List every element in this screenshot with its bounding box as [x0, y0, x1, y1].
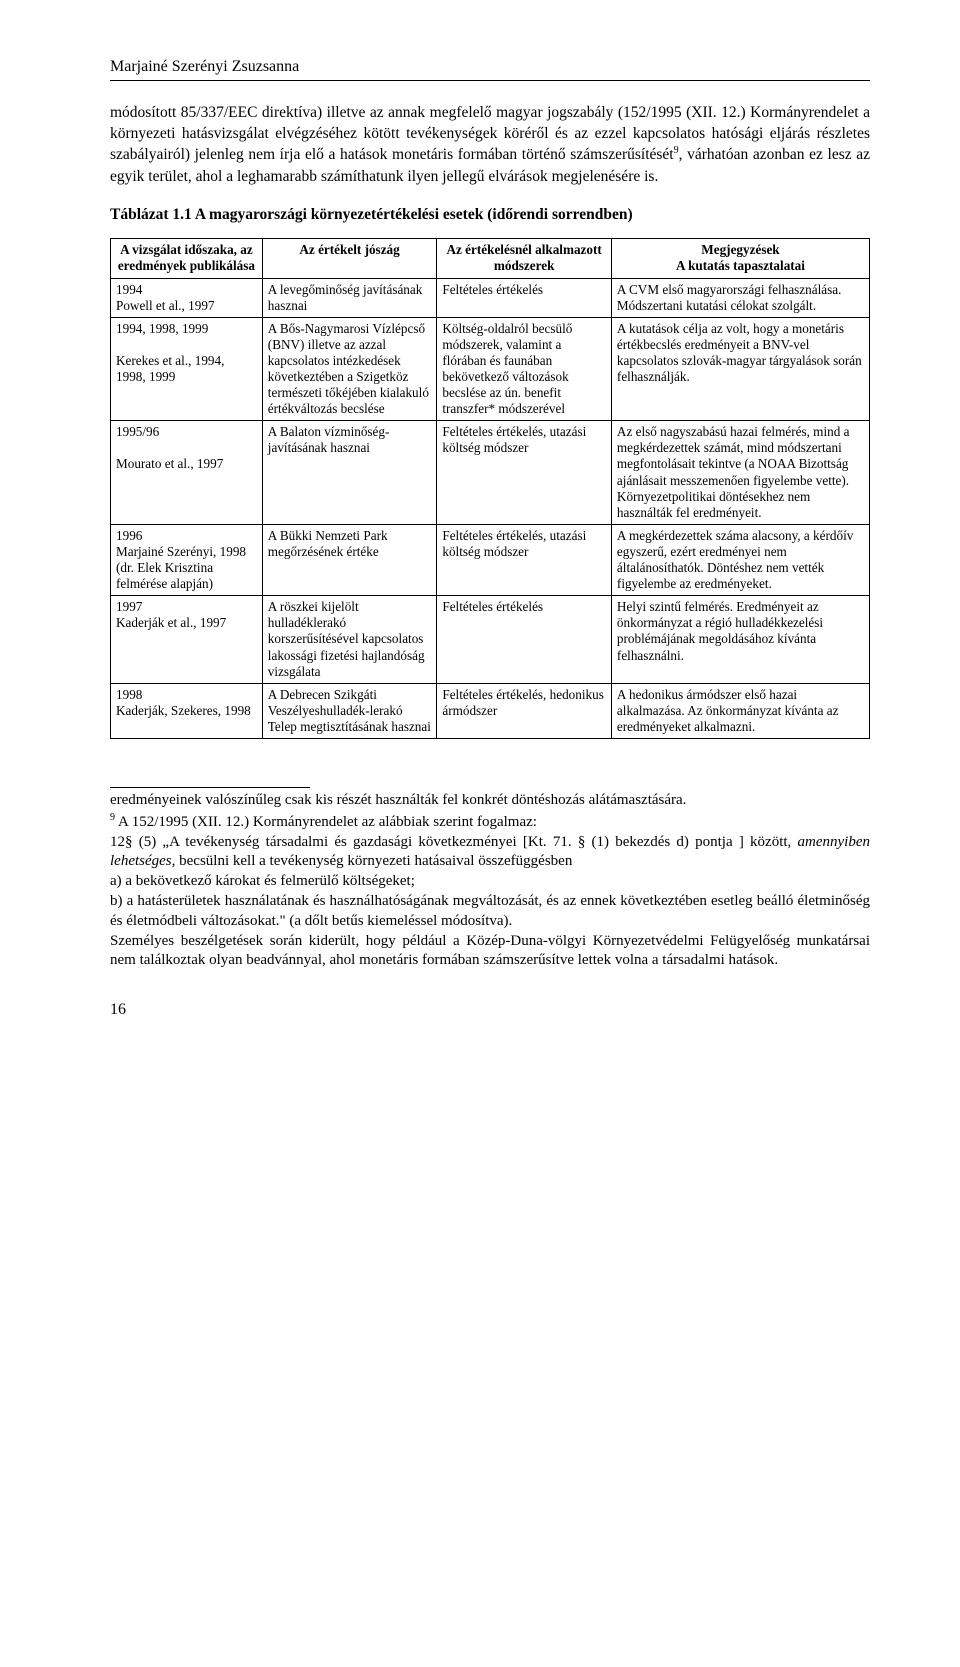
table-body: 1994 Powell et al., 1997A levegőminőség … [111, 278, 870, 738]
table-row: 1998 Kaderják, Szekeres, 1998A Debrecen … [111, 683, 870, 738]
intro-paragraphs: módosított 85/337/EEC direktíva) illetve… [110, 103, 870, 188]
footnote-line: Személyes beszélgetések során kiderült, … [110, 932, 870, 972]
footnote-line: b) a hatásterületek használatának és has… [110, 892, 870, 932]
intro-paragraph-1: módosított 85/337/EEC direktíva) illetve… [110, 103, 870, 188]
table-cell: A CVM első magyarországi felhasználása. … [611, 278, 869, 317]
footnote-rule [110, 787, 310, 788]
table-cell: A levegőminőség javításának hasznai [262, 278, 437, 317]
table-cell: 1997 Kaderják et al., 1997 [111, 596, 263, 683]
footnote-line: 12§ (5) „A tevékenység társadalmi és gaz… [110, 833, 870, 873]
table-cell: A Balaton vízminőség-javításának hasznai [262, 421, 437, 525]
table-cell: Helyi szintű felmérés. Eredményeit az ön… [611, 596, 869, 683]
table-header-row: A vizsgálat időszaka, az eredmények publ… [111, 239, 870, 278]
table-cell: Feltételes értékelés [437, 278, 612, 317]
table-cell: A hedonikus ármódszer első hazai alkalma… [611, 683, 869, 738]
table-cell: A Bős-Nagymarosi Vízlépcső (BNV) illetve… [262, 317, 437, 421]
table-row: 1994 Powell et al., 1997A levegőminőség … [111, 278, 870, 317]
th-method: Az értékelésnél alkalmazott módszerek [437, 239, 612, 278]
table-cell: 1994, 1998, 1999 Kerekes et al., 1994, 1… [111, 317, 263, 421]
page-number: 16 [110, 999, 870, 1021]
table-cell: A röszkei kijelölt hulladéklerakó korsze… [262, 596, 437, 683]
table-cell: A megkérdezettek száma alacsony, a kérdő… [611, 524, 869, 595]
table-cell: A Bükki Nemzeti Park megőrzésének értéke [262, 524, 437, 595]
author-header: Marjainé Szerényi Zsuzsanna [110, 56, 870, 78]
table-row: 1994, 1998, 1999 Kerekes et al., 1994, 1… [111, 317, 870, 421]
table-cell: Feltételes értékelés, hedonikus ármódsze… [437, 683, 612, 738]
footnote-marker-9: 9 [110, 812, 115, 823]
table-cell: A Debrecen Szikgáti Veszélyeshulladék-le… [262, 683, 437, 738]
table-cell: 1998 Kaderják, Szekeres, 1998 [111, 683, 263, 738]
footnotes-block: eredményeinek valószínűleg csak kis rész… [110, 787, 870, 971]
table-row: 1997 Kaderják et al., 1997A röszkei kije… [111, 596, 870, 683]
table-cell: Feltételes értékelés, utazási költség mó… [437, 421, 612, 525]
th-good: Az értékelt jószág [262, 239, 437, 278]
header-rule [110, 80, 870, 81]
th-period: A vizsgálat időszaka, az eredmények publ… [111, 239, 263, 278]
footnote-line: 9 A 152/1995 (XII. 12.) Kormányrendelet … [110, 811, 870, 833]
table-row: 1996 Marjainé Szerényi, 1998 (dr. Elek K… [111, 524, 870, 595]
table-cell: Feltételes értékelés [437, 596, 612, 683]
table-cell: Feltételes értékelés, utazási költség mó… [437, 524, 612, 595]
table-cell: 1996 Marjainé Szerényi, 1998 (dr. Elek K… [111, 524, 263, 595]
cases-table: A vizsgálat időszaka, az eredmények publ… [110, 238, 870, 739]
table-caption: Táblázat 1.1 A magyarországi környezetér… [110, 205, 870, 226]
table-cell: Az első nagyszabású hazai felmérés, mind… [611, 421, 869, 525]
table-cell: A kutatások célja az volt, hogy a monetá… [611, 317, 869, 421]
footnote-line: eredményeinek valószínűleg csak kis rész… [110, 791, 870, 811]
th-notes: Megjegyzések A kutatás tapasztalatai [611, 239, 869, 278]
table-cell: 1994 Powell et al., 1997 [111, 278, 263, 317]
footnote-9-text: A 152/1995 (XII. 12.) Kormányrendelet az… [118, 814, 537, 830]
table-row: 1995/96 Mourato et al., 1997A Balaton ví… [111, 421, 870, 525]
footnote-line: a) a bekövetkező károkat és felmerülő kö… [110, 872, 870, 892]
table-cell: Költség-oldalról becsülő módszerek, vala… [437, 317, 612, 421]
table-cell: 1995/96 Mourato et al., 1997 [111, 421, 263, 525]
